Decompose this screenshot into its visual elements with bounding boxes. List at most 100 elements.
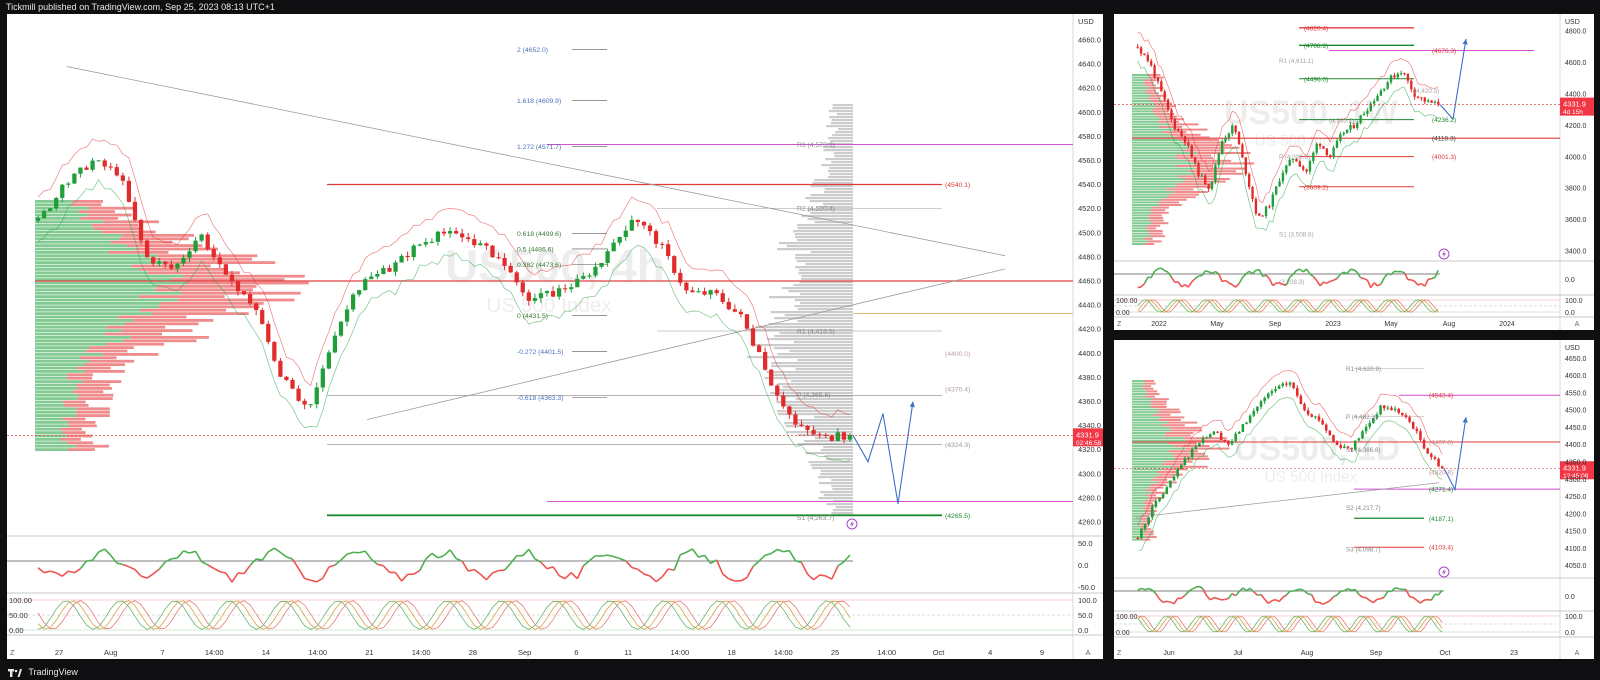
volume-profile-bar-down (130, 336, 209, 339)
session-volume-bar (818, 497, 853, 500)
session-volume-bar (766, 371, 853, 374)
volume-profile-bar-down (78, 393, 114, 397)
candle-body (1140, 528, 1143, 539)
y-tick-label: 4660.0 (1078, 36, 1101, 45)
candle-body (302, 400, 307, 405)
last-price-box (1560, 97, 1594, 116)
oscillator-segment (819, 574, 826, 577)
y-tick-label: 4400.0 (1565, 442, 1587, 449)
candle-body (460, 233, 465, 238)
weekly-chart-panel[interactable]: US500, 1W US 500 Index 4331.9 4d 15h (4820.4… (1114, 14, 1594, 330)
session-volume-bar (825, 458, 853, 461)
y-tick-label: 4320.0 (1078, 445, 1101, 454)
oscillator-segment (104, 548, 112, 556)
oscillator-segment (619, 557, 627, 562)
volume-profile-bar-up (35, 240, 111, 244)
volume-profile-bar-up (1132, 486, 1150, 489)
x-tick-label: Aug (104, 648, 117, 657)
stoch-left-tick: 0.00 (1116, 630, 1130, 637)
candle-body (284, 376, 289, 380)
candle-body (296, 388, 301, 401)
session-volume-bar (823, 446, 853, 449)
oscillator-segment (1351, 588, 1356, 592)
y-tick-label: 4300.0 (1565, 477, 1587, 484)
oscillator-segment (1251, 269, 1257, 275)
volume-profile-bar-up (1132, 243, 1145, 245)
session-volume-bar (810, 464, 853, 467)
oscillator-segment (576, 565, 585, 580)
oscillator-segment (370, 558, 378, 565)
volume-profile-bar-up (35, 217, 81, 220)
volume-profile-bar-down (1157, 120, 1179, 123)
candle-body (641, 221, 647, 226)
oscillator-segment (1343, 271, 1348, 275)
candle-body (1332, 435, 1335, 442)
volume-profile-bar-down (1146, 92, 1159, 95)
level-label: R3 (4,573.3) (797, 142, 835, 149)
oscillator-segment (1150, 270, 1156, 278)
daily-chart-panel[interactable]: US500, 1D US 500 Index 4331.9 12:45:08 (4543… (1114, 340, 1594, 659)
main-chart-panel[interactable]: US500, 4h US 500 Index 4331.9 02:46:58 2 (46… (7, 14, 1103, 659)
candle-body (1430, 453, 1433, 458)
level-label: 0.618 (4499.6) (517, 231, 561, 238)
volume-profile-bar-up (1132, 385, 1143, 388)
candle-body (1183, 458, 1187, 466)
y-tick-label: 4340.0 (1078, 421, 1101, 430)
session-volume-bar (768, 296, 853, 299)
candle-body (1393, 408, 1397, 411)
candle-body (163, 261, 168, 265)
y-tick-label: 4450.0 (1565, 425, 1587, 432)
session-volume-bar (820, 473, 853, 476)
candle-body (1295, 159, 1298, 162)
candle-body (1310, 414, 1314, 417)
oscillator-segment (122, 563, 130, 568)
y-tick-label: 3400.0 (1565, 249, 1587, 256)
oscillator-segment (728, 578, 736, 582)
oscillator-segment (1326, 280, 1331, 284)
volume-profile-bar-down (1161, 424, 1185, 427)
oscillator-segment (1159, 598, 1164, 603)
session-volume-bar (827, 170, 853, 173)
volume-profile-bar-down (1144, 512, 1155, 515)
oscillator-segment (1155, 593, 1161, 600)
oscillator-segment (1245, 270, 1250, 275)
volume-profile-bar-up (1132, 102, 1154, 105)
oscillator-segment (1242, 587, 1247, 592)
session-volume-bar (795, 236, 853, 239)
oscillator-segment (1282, 594, 1287, 599)
volume-profile-bar-down (1155, 476, 1175, 479)
x-tick-label: 21 (365, 648, 373, 657)
volume-profile-bar-up (35, 291, 182, 295)
session-volume-bar (784, 314, 853, 317)
volume-profile-bar-down (1143, 533, 1154, 536)
volume-profile-bar-up (35, 441, 67, 445)
volume-profile-bar-down (1192, 172, 1243, 175)
oscillator-segment (1285, 590, 1291, 596)
candle-body (1299, 395, 1303, 404)
volume-profile-bar-up (1132, 502, 1144, 505)
lightning-icon-glyph (1442, 250, 1446, 258)
volume-profile-bar-down (64, 404, 89, 407)
volume-profile-bar-up (1132, 432, 1166, 434)
volume-profile-bar-down (1165, 188, 1194, 191)
volume-profile-bar-up (35, 424, 69, 428)
volume-profile-bar-up (35, 227, 94, 230)
footer-brand: TradingView (28, 667, 78, 677)
volume-profile-bar-down (82, 380, 122, 383)
name-watermark: US 500 Index (1265, 469, 1358, 486)
volume-profile-bar-down (67, 448, 95, 451)
oscillator-segment (1272, 282, 1277, 287)
oscillator-segment (1231, 592, 1237, 597)
last-price-label: 4331.9 (1076, 430, 1099, 439)
session-volume-bar (805, 263, 853, 266)
candle-body (1328, 430, 1332, 436)
oscillator-segment (1285, 277, 1291, 286)
candle-body (1324, 424, 1328, 431)
volume-profile-bar-up (35, 346, 90, 349)
candle-body (478, 243, 483, 246)
volume-profile-bar-down (177, 298, 295, 302)
oscillator-segment (710, 559, 718, 565)
